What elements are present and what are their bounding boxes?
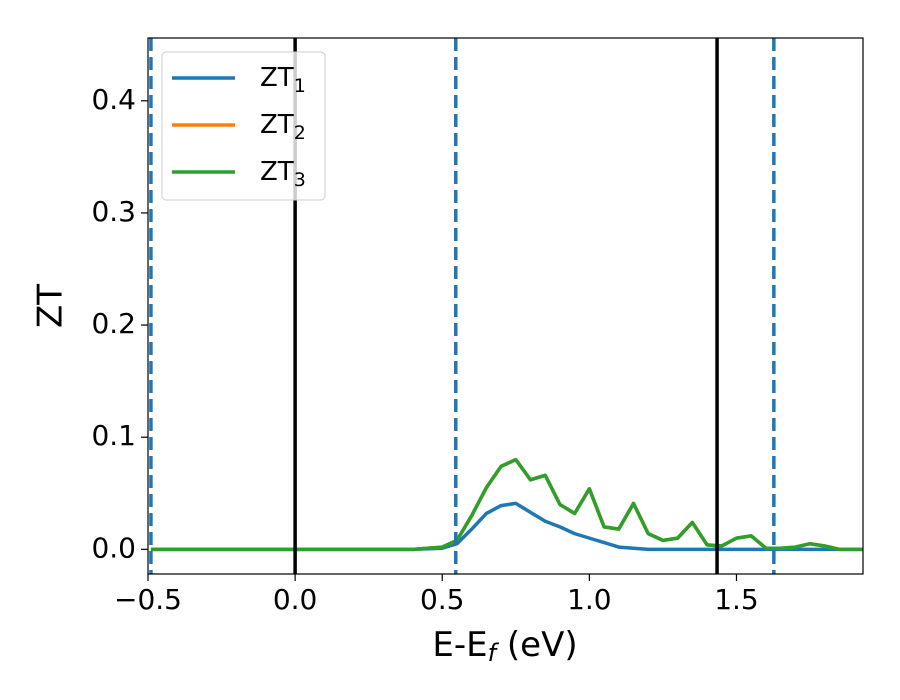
y-tick-label: 0.1	[91, 419, 136, 452]
y-tick-label: 0.0	[91, 531, 136, 564]
legend-label: ZT3	[260, 157, 306, 191]
y-axis-label: ZT	[31, 284, 71, 328]
series-line	[150, 501, 863, 552]
legend-name: ZT	[260, 157, 294, 187]
x-tick-label: −0.5	[114, 583, 182, 616]
legend-name: ZT	[260, 63, 294, 93]
y-tick-label: 0.2	[91, 307, 136, 340]
legend-subscript: 1	[294, 75, 306, 97]
legend-label: ZT1	[260, 63, 306, 97]
y-tick-label: 0.3	[91, 195, 136, 228]
x-tick-label: 0.5	[420, 583, 465, 616]
legend-box	[161, 51, 326, 201]
x-tick-label: 1.0	[567, 583, 612, 616]
legend-subscript: 2	[294, 122, 306, 144]
x-tick-label: 0.0	[273, 583, 318, 616]
series-line	[150, 457, 863, 552]
legend-subscript: 3	[294, 169, 306, 191]
y-tick-label: 0.4	[91, 83, 136, 116]
legend-name: ZT	[260, 110, 294, 140]
plot-frame	[147, 37, 864, 575]
x-axis-label: E-Ef (eV)	[432, 625, 577, 668]
legend-label: ZT2	[260, 110, 306, 144]
x-tick-label: 1.5	[714, 583, 759, 616]
